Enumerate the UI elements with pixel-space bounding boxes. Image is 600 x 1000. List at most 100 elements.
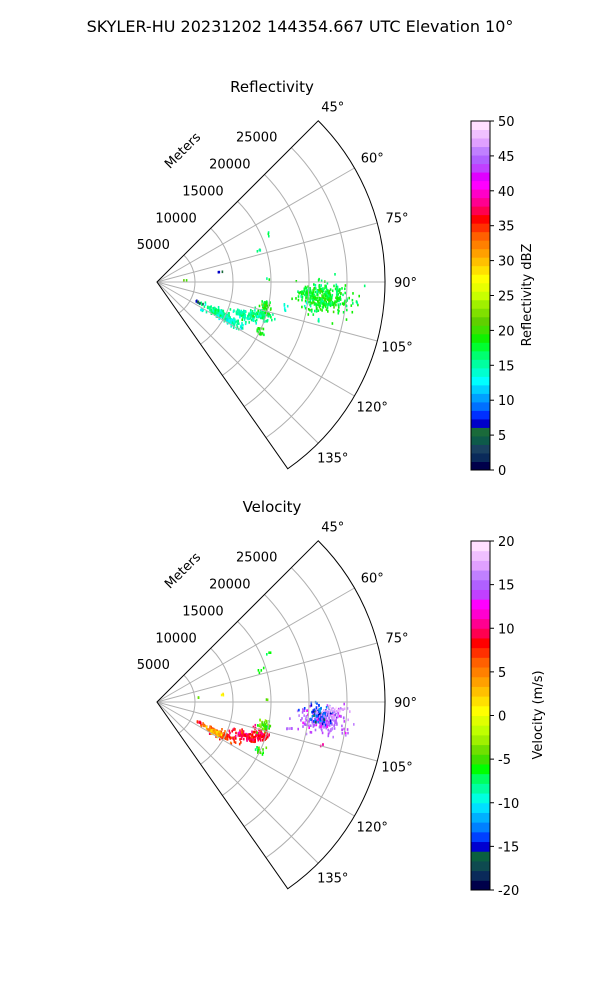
radar-echo-gate [312,298,314,301]
radar-echo-gate [326,304,329,308]
radar-echo-gate [331,716,333,719]
colorbar-swatch [471,763,490,775]
radar-echo-gate [242,324,244,327]
azimuth-tick-label: 105° [381,760,412,775]
radar-echo-gate [320,727,323,731]
radar-echo-gate [220,310,223,314]
radar-echo-gate [202,722,204,725]
radar-echo-gate [328,723,331,726]
radar-echo-gate [262,306,264,309]
radar-echo-gate [315,310,318,313]
radar-echo-gate [196,300,199,304]
radar-echo-gate [219,314,222,317]
velocity-echoes [196,651,355,756]
radar-echo-gate [313,293,316,297]
radar-echo-gate [249,312,251,316]
radar-echo-gate [240,314,242,317]
radar-echo-gate [218,315,221,318]
radar-echo-gate [325,308,328,311]
radar-echo-gate [339,302,342,306]
radar-echo-gate [212,307,214,310]
radar-echo-gate [237,732,240,735]
radar-echo-gate [227,317,230,320]
azimuth-spoke [156,281,319,444]
radar-echo-gate [219,309,221,312]
colorbar-tick-label: 40 [498,185,515,200]
radar-echo-gate [319,308,322,311]
radar-echo-gate [303,709,306,712]
radar-echo-gate [237,734,240,737]
radar-echo-gate [257,327,259,330]
radar-echo-gate [257,749,259,753]
radar-echo-gate [202,308,205,312]
radar-echo-gate [258,312,261,316]
radar-echo-gate [303,714,305,717]
radar-echo-gate [241,318,243,322]
radar-echo-gate [269,724,272,728]
radar-echo-gate [303,723,306,726]
colorbar-swatch [471,618,490,629]
radar-echo-gate [254,319,257,323]
radar-echo-gate [326,282,329,285]
radar-echo-gate [322,294,325,297]
radar-echo-gate [339,295,341,299]
radar-echo-gate [333,301,335,305]
radar-echo-gate [219,732,222,736]
radar-echo-gate [234,318,236,322]
radar-echo-gate [253,730,256,734]
radar-echo-gate [314,728,317,732]
reflectivity-echoes [183,231,366,337]
radar-echo-gate [259,723,261,726]
radar-echo-gate [235,731,237,735]
radar-echo-gate [314,290,316,294]
radar-echo-gate [214,309,217,312]
radar-echo-gate [309,298,312,302]
colorbar-swatch [471,880,490,891]
radar-echo-gate [321,712,324,715]
radar-echo-gate [305,290,308,294]
radar-echo-gate [254,748,257,751]
radar-echo-gate [255,734,257,738]
colorbar-swatch [471,452,490,462]
radar-echo-gate [268,278,271,281]
radar-echo-gate [320,289,322,293]
colorbar-swatch [471,870,490,881]
radar-echo-gate [317,317,320,321]
radar-echo-gate [322,305,324,309]
radar-echo-gate [254,306,257,310]
colorbar-swatch [471,214,490,224]
radar-echo-gate [259,728,261,732]
radar-echo-gate [239,738,241,741]
radar-echo-gate [327,734,330,738]
radar-echo-gate [232,326,235,329]
radar-echo-gate [216,308,218,312]
radar-echo-gate [343,301,346,304]
radar-echo-gate [268,733,270,736]
radar-echo-gate [318,288,320,292]
radar-echo-gate [320,284,322,287]
radar-echo-gate [258,315,261,318]
colorbar-swatch [471,541,490,552]
radar-echo-gate [323,720,326,724]
colorbar-tick-label: 30 [498,255,515,270]
radar-echo-gate [236,323,238,327]
radar-echo-gate [223,314,225,318]
radar-echo-gate [325,286,327,289]
radar-echo-gate [266,735,269,739]
radar-echo-gate [221,737,224,740]
colorbar-swatch [471,860,490,872]
colorbar-swatch [471,180,490,190]
radar-echo-gate [263,306,266,309]
colorbar-swatch [471,316,490,326]
colorbar-swatch [471,163,490,173]
radar-echo-gate [329,288,332,291]
azimuth-tick-label: 90° [394,696,417,711]
colorbar-tick-label: 10 [498,394,515,409]
radar-echo-gate [261,316,264,320]
radar-echo-gate [259,734,261,737]
radar-echo-gate [251,310,254,313]
radar-echo-gate [217,309,220,312]
radar-echo-gate [196,720,199,723]
colorbar-swatch [471,812,490,823]
radar-echo-gate [267,232,270,236]
